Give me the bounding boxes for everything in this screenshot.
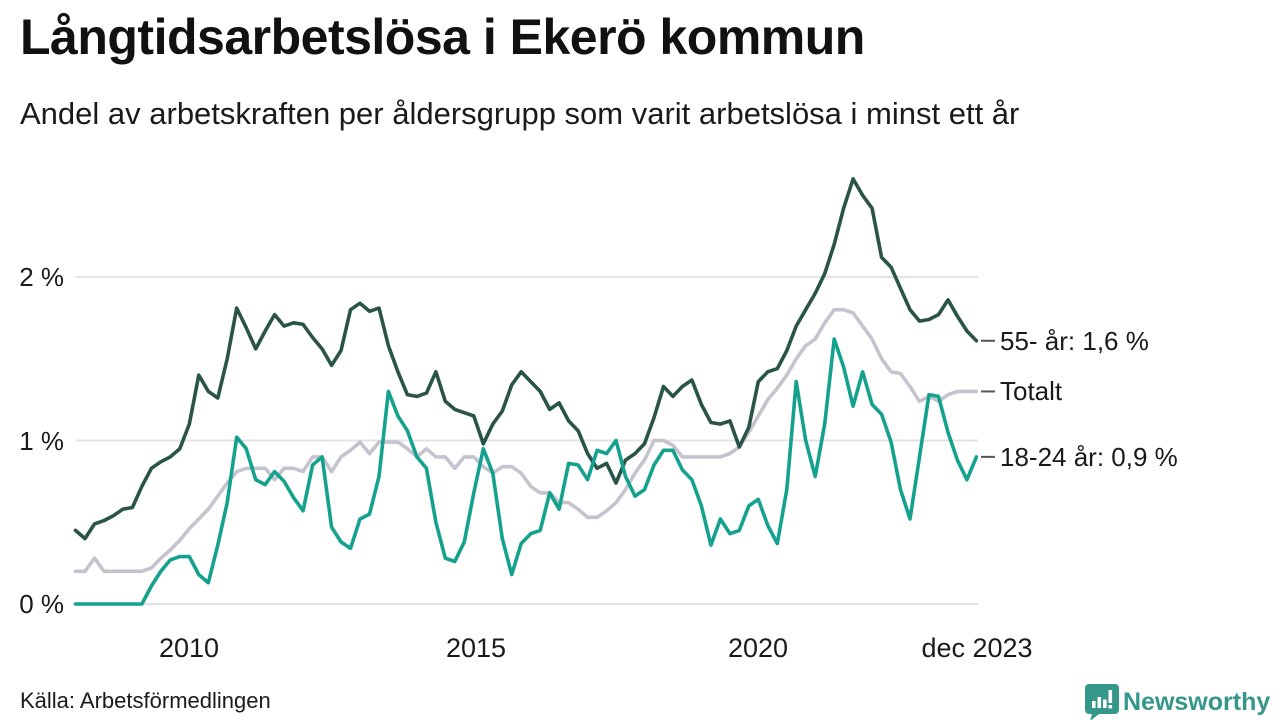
x-axis-tick-2020: 2020 [727, 633, 789, 663]
page-subtitle: Andel av arbetskraften per åldersgrupp s… [20, 96, 1020, 131]
y-axis-tick-0pct: 0 % [19, 589, 64, 619]
bar-icon-medium [1097, 697, 1102, 708]
exclamation-stem-icon [1108, 690, 1113, 703]
page-title: Långtidsarbetslösa i Ekerö kommun [20, 9, 865, 65]
bar-icon-short [1103, 699, 1107, 708]
y-axis-tick-1pct: 1 % [19, 426, 64, 456]
bar-icon-small [1092, 701, 1096, 708]
y-axis-tick-2pct: 2 % [19, 262, 64, 292]
source-credit: Källa: Arbetsförmedlingen [20, 688, 271, 713]
newsworthy-logo-icon [1085, 684, 1119, 720]
newsworthy-brand-label: Newsworthy [1123, 688, 1271, 716]
series-annotation-totalt: Totalt [1000, 376, 1063, 406]
line-series-55-r [73, 177, 979, 541]
x-axis-tick-2015: 2015 [445, 633, 507, 663]
exclamation-dot-icon [1108, 705, 1113, 709]
x-axis-tick-2010: 2010 [158, 633, 220, 663]
line-series-18-24-r [73, 337, 979, 606]
series-annotation-18-24-ar: 18-24 år: 0,9 % [1000, 442, 1178, 472]
gridlines [75, 276, 978, 605]
series-lines [73, 177, 979, 606]
line-series-totalt [73, 307, 979, 574]
annotation-dashes [981, 339, 995, 458]
x-axis-tick-dec-2023: dec 2023 [921, 633, 1033, 663]
series-annotation-55-ar: 55- år: 1,6 % [1000, 326, 1149, 356]
